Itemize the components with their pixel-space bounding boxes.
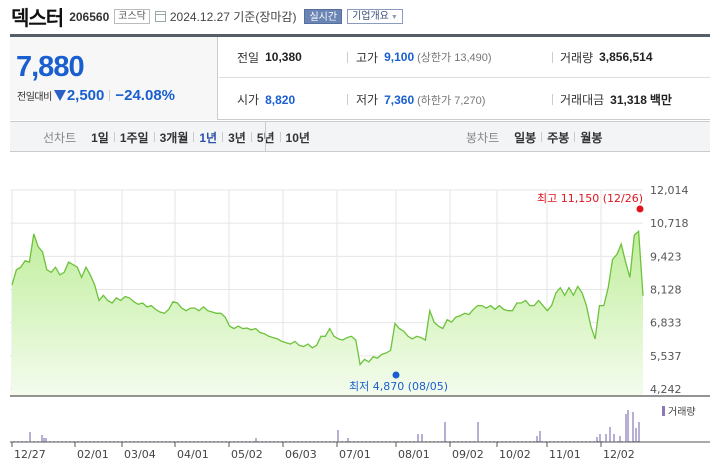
stats-table: 전일 10,380 고가 9,100 (상한가 13,490) 거래량 3,856,51…	[219, 37, 710, 120]
svg-text:03/04: 03/04	[124, 448, 156, 461]
line-chart-tabs: 선차트 1일 1주일 3개월 1년 3년 5년 10년	[43, 122, 315, 152]
price-chart[interactable]: 12,014 10,718 9,423 8,128 6,833 5,537 4,242 최고…	[0, 160, 710, 467]
amount-label: 거래대금	[560, 93, 605, 107]
stock-header: 덱스터 206560 코스닥 2024.12.27 기준(장마감) 실시간 기업…	[0, 0, 710, 33]
change-label: 전일대비	[17, 92, 52, 103]
lower-limit: (하한가 7,270)	[417, 94, 486, 107]
low-value: 7,360	[384, 92, 415, 107]
trade-amount: 거래대금 31,318 백만	[560, 91, 672, 108]
high-price: 고가 9,100 (상한가 13,490)	[356, 49, 492, 66]
prev-close-value: 10,380	[265, 50, 302, 64]
chart-tab-bar: 선차트 1일 1주일 3개월 1년 3년 5년 10년 봉차트 일봉 주봉 월봉	[10, 121, 710, 152]
base-date: 2024.12.27 기준(장마감)	[169, 10, 297, 24]
upper-limit: (상한가 13,490)	[417, 52, 492, 64]
tab-daily[interactable]: 일봉	[514, 130, 537, 145]
change-value: 2,500	[66, 87, 105, 104]
amount-value: 31,318	[610, 92, 647, 107]
prev-close: 전일 10,380	[237, 49, 302, 66]
divider	[347, 94, 348, 105]
tab-divider	[265, 122, 266, 152]
svg-text:11/01: 11/01	[549, 448, 581, 461]
divider	[109, 90, 111, 101]
svg-text:06/03: 06/03	[285, 448, 317, 461]
volume-value: 3,856,514	[599, 50, 653, 64]
company-overview-dropdown[interactable]: 기업개요 ▼	[347, 9, 403, 24]
down-arrow-icon	[53, 90, 66, 101]
header-divider	[10, 34, 710, 37]
stock-code: 206560	[69, 9, 110, 24]
svg-text:최저 4,870 (08/05): 최저 4,870 (08/05)	[349, 380, 448, 393]
svg-text:12/27: 12/27	[14, 448, 46, 461]
divider	[552, 94, 553, 105]
divider	[347, 51, 348, 63]
amount-unit: 백만	[649, 93, 672, 107]
svg-text:10/02: 10/02	[499, 448, 531, 461]
price-chart-svg: 12,014 10,718 9,423 8,128 6,833 5,537 4,242 최고…	[10, 184, 710, 461]
svg-text:8,128: 8,128	[650, 284, 682, 297]
high-label: 고가	[356, 50, 379, 65]
calendar-icon	[154, 11, 166, 22]
current-price-box: 7,880 전일대비 2,500 −24.08%	[10, 37, 218, 120]
svg-text:02/01: 02/01	[77, 448, 109, 461]
stats-row-2: 시가 8,820 저가 7,360 (하한가 7,270) 거래대금 31,318 백만	[219, 79, 710, 120]
low-price: 저가 7,360 (하한가 7,270)	[356, 91, 485, 108]
svg-text:05/02: 05/02	[231, 448, 263, 461]
tab-1week[interactable]: 1주일	[119, 130, 149, 145]
candle-chart-tabs: 봉차트 일봉 주봉 월봉	[466, 122, 607, 152]
chevron-down-icon: ▼	[390, 14, 398, 21]
tab-3year[interactable]: 3년	[228, 130, 246, 145]
low-label: 저가	[356, 93, 379, 107]
divider	[552, 51, 553, 63]
svg-text:9,423: 9,423	[650, 250, 682, 263]
line-chart-title: 선차트	[43, 130, 77, 145]
tab-10year[interactable]: 10년	[285, 130, 310, 145]
stock-name: 덱스터	[11, 8, 64, 30]
open-value: 8,820	[265, 92, 296, 107]
open-label: 시가	[237, 93, 260, 107]
svg-text:08/01: 08/01	[398, 448, 430, 461]
price-summary: 7,880 전일대비 2,500 −24.08% 전일 10,380 고가 9,10…	[10, 37, 710, 120]
tab-monthly[interactable]: 월봉	[580, 130, 603, 145]
company-overview-label: 기업개요	[352, 11, 389, 22]
volume-label: 거래량	[560, 50, 594, 65]
realtime-button[interactable]: 실시간	[304, 9, 343, 24]
svg-text:04/01: 04/01	[177, 448, 209, 461]
svg-text:거래량: 거래량	[668, 406, 696, 418]
candle-chart-title: 봉차트	[466, 130, 500, 145]
svg-text:최고 11,150 (12/26): 최고 11,150 (12/26)	[537, 192, 643, 205]
tab-1year[interactable]: 1년	[199, 130, 218, 145]
stats-row-1: 전일 10,380 고가 9,100 (상한가 13,490) 거래량 3,856,51…	[219, 37, 710, 78]
svg-text:10,718: 10,718	[650, 217, 689, 230]
svg-text:12,014: 12,014	[650, 184, 689, 197]
tab-weekly[interactable]: 주봉	[547, 130, 570, 145]
tab-3month[interactable]: 3개월	[159, 130, 189, 145]
svg-text:5,537: 5,537	[650, 350, 682, 363]
svg-text:4,242: 4,242	[650, 383, 682, 396]
change-percent: −24.08%	[115, 87, 175, 104]
market-badge: 코스닥	[114, 9, 150, 24]
svg-text:07/01: 07/01	[339, 448, 371, 461]
svg-text:09/02: 09/02	[452, 448, 484, 461]
tab-1day[interactable]: 1일	[91, 130, 109, 145]
svg-text:12/02: 12/02	[603, 448, 635, 461]
prev-close-label: 전일	[237, 50, 260, 65]
volume: 거래량 3,856,514	[560, 49, 653, 66]
change-row: 전일대비 2,500 −24.08%	[17, 87, 175, 104]
svg-text:6,833: 6,833	[650, 317, 682, 330]
open-price: 시가 8,820	[237, 91, 295, 108]
current-price: 7,880	[16, 51, 85, 83]
high-value: 9,100	[384, 50, 415, 64]
